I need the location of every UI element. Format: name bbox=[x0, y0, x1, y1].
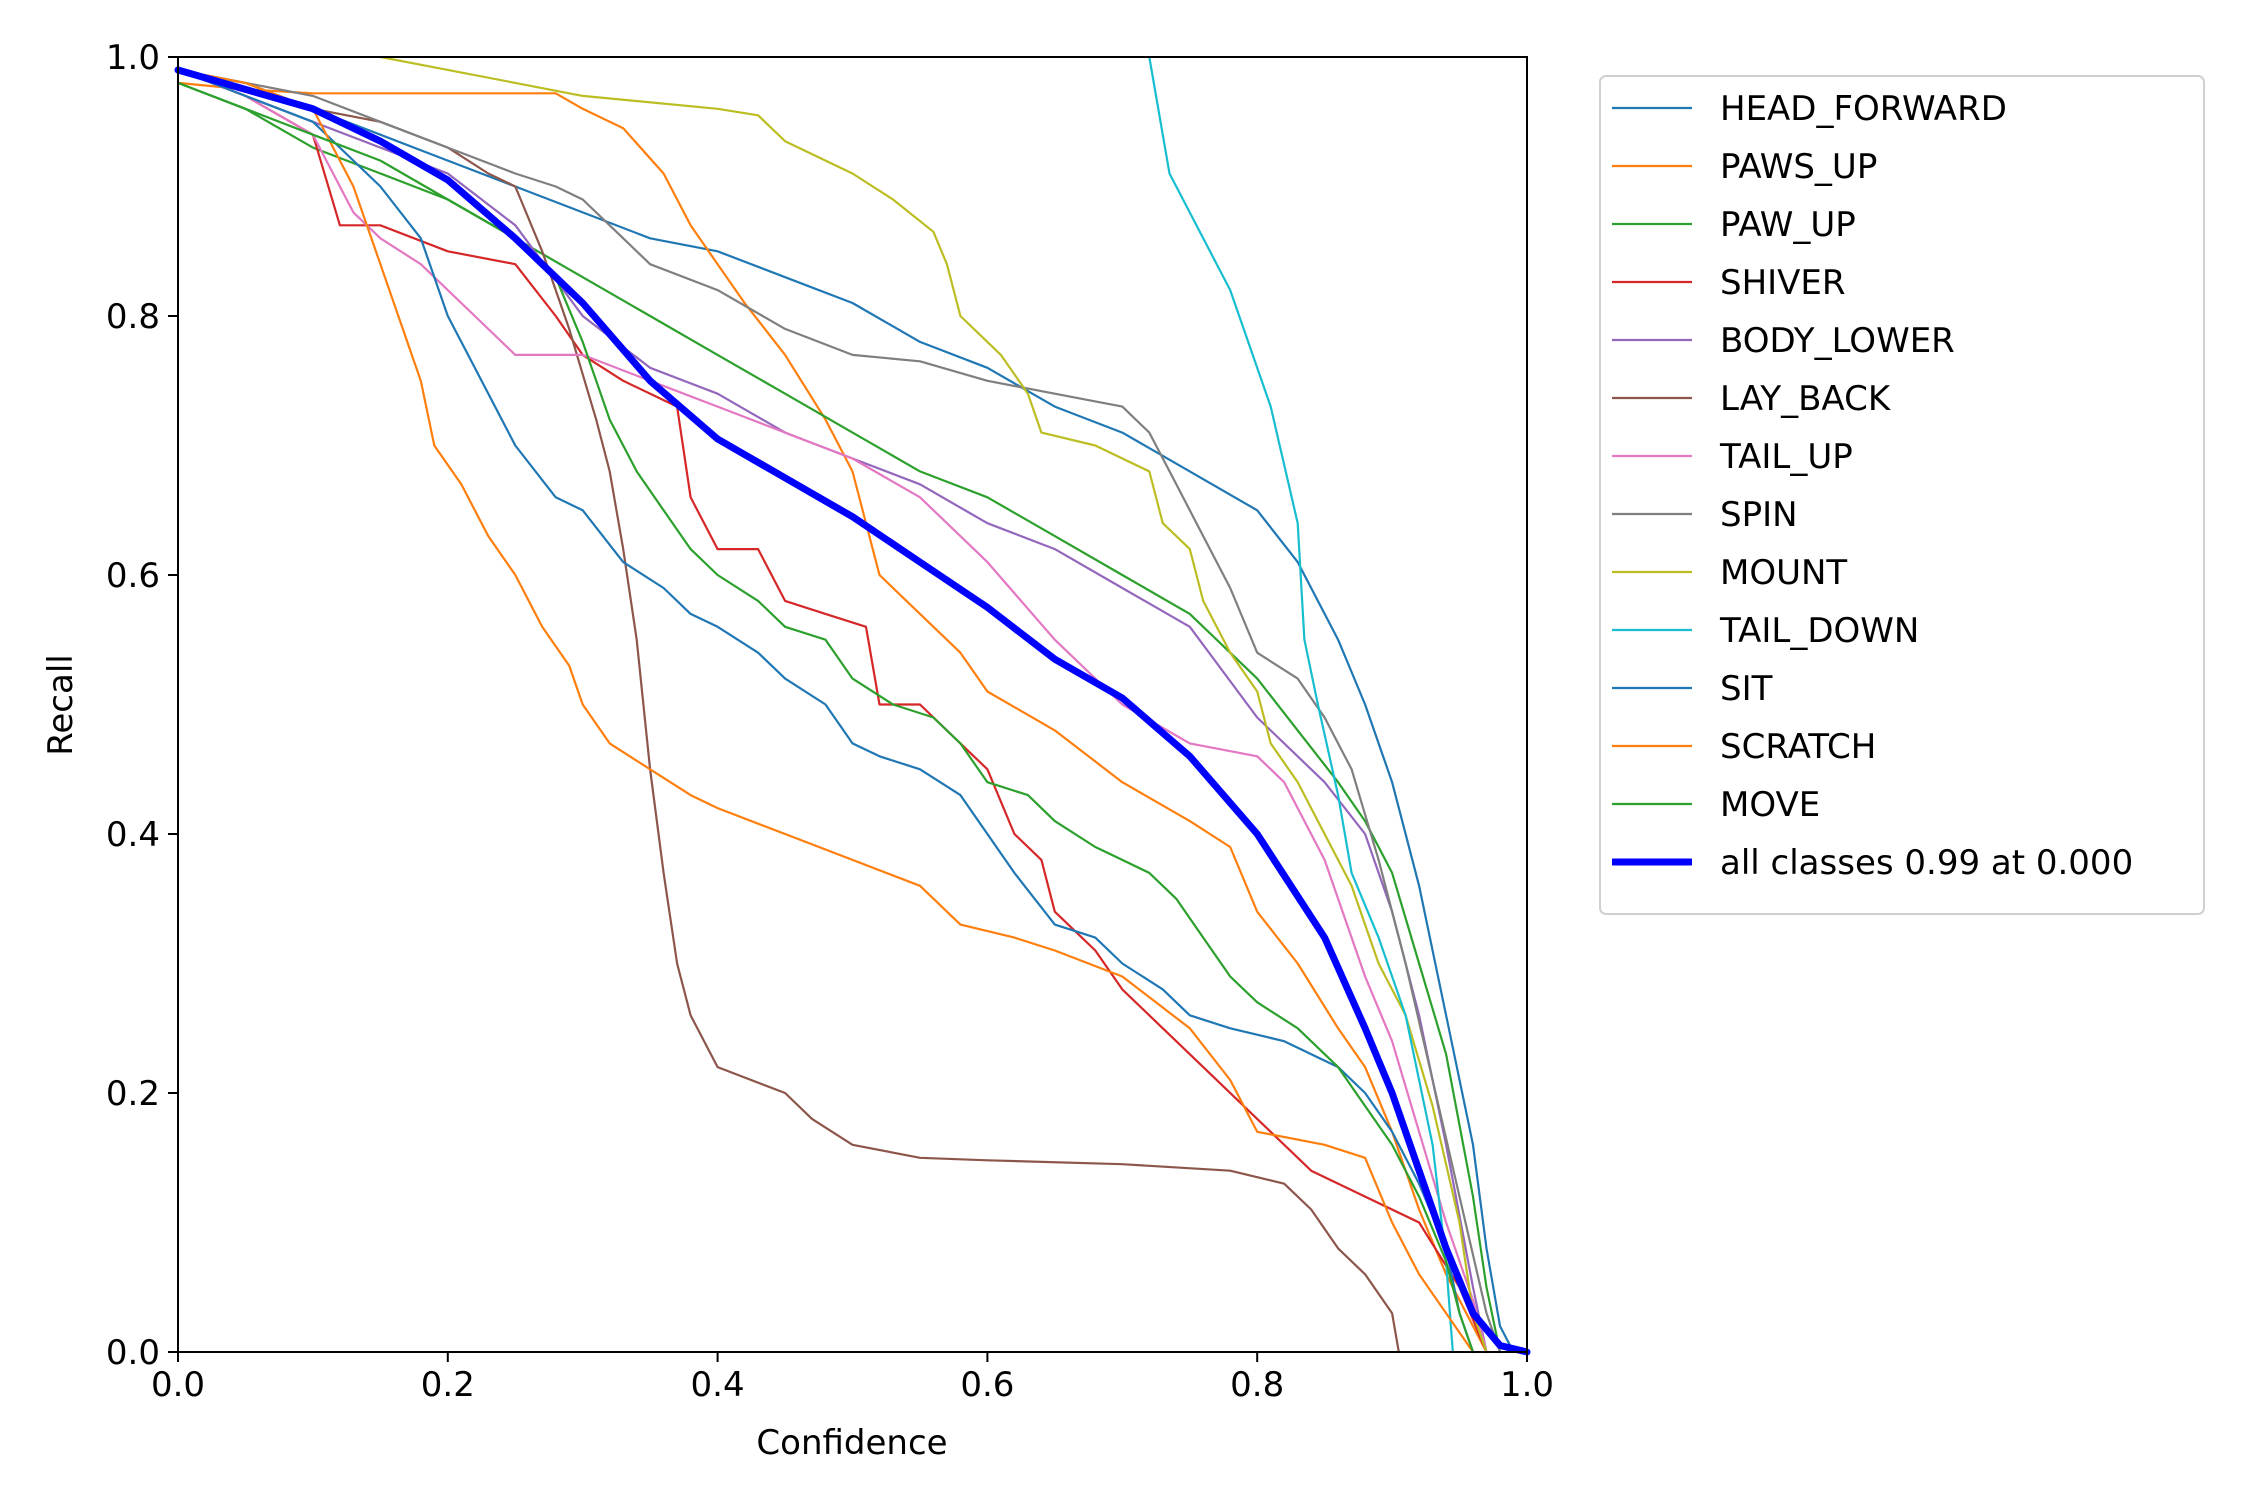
x-tick-label: 0.8 bbox=[1230, 1365, 1284, 1405]
legend-frame bbox=[1599, 75, 2205, 915]
series-line-head-forward bbox=[176, 68, 1515, 1354]
series-line-lay-back bbox=[176, 68, 1400, 1354]
legend-label-all-classes-0-99-at-0-000: all classes 0.99 at 0.000 bbox=[1720, 843, 2133, 883]
legend-label-tail-down: TAIL_DOWN bbox=[1719, 611, 1919, 651]
series-line-all-classes-0-99-at-0-000 bbox=[174, 66, 1531, 1356]
legend-label-body-lower: BODY_LOWER bbox=[1720, 321, 1955, 361]
y-tick-label: 1.0 bbox=[106, 38, 160, 78]
series-line-tail-down bbox=[1148, 55, 1454, 1354]
plot-frame bbox=[177, 56, 1528, 1353]
legend-label-mount: MOUNT bbox=[1720, 553, 1847, 593]
legend-label-paws-up: PAWS_UP bbox=[1720, 147, 1877, 187]
x-tick-label: 0.0 bbox=[151, 1365, 205, 1405]
series-line-paws-up bbox=[176, 81, 1488, 1354]
legend-label-paw-up: PAW_UP bbox=[1720, 205, 1856, 245]
x-tick-label: 0.2 bbox=[421, 1365, 475, 1405]
legend-label-move: MOVE bbox=[1720, 785, 1820, 825]
y-tick-label: 0.0 bbox=[106, 1333, 160, 1373]
y-tick-label: 0.8 bbox=[106, 297, 160, 337]
x-axis: 0.0 0.2 0.4 0.6 0.8 1.0 bbox=[151, 1352, 1554, 1405]
legend-label-sit: SIT bbox=[1720, 669, 1773, 709]
y-tick-label: 0.6 bbox=[106, 556, 160, 596]
x-axis-label: Confidence bbox=[756, 1423, 947, 1463]
y-axis-label: Recall bbox=[41, 654, 81, 755]
legend-label-lay-back: LAY_BACK bbox=[1720, 379, 1892, 419]
series-line-shiver bbox=[176, 68, 1488, 1354]
y-axis: 0.0 0.2 0.4 0.6 0.8 1.0 bbox=[106, 38, 178, 1373]
x-tick-label: 0.4 bbox=[691, 1365, 745, 1405]
legend-label-spin: SPIN bbox=[1720, 495, 1798, 535]
series-line-move bbox=[176, 81, 1475, 1354]
legend-label-tail-up: TAIL_UP bbox=[1719, 437, 1853, 477]
legend: HEAD_FORWARD PAWS_UP PAW_UP SHIVER BODY_LOWE… bbox=[1599, 75, 2205, 915]
series-layer bbox=[174, 55, 1531, 1356]
y-tick-label: 0.4 bbox=[106, 815, 160, 855]
series-line-scratch bbox=[176, 68, 1475, 1354]
y-tick-label: 0.2 bbox=[106, 1074, 160, 1114]
x-tick-label: 0.6 bbox=[960, 1365, 1014, 1405]
legend-label-head-forward: HEAD_FORWARD bbox=[1720, 89, 2007, 129]
legend-label-shiver: SHIVER bbox=[1720, 263, 1846, 303]
series-line-spin bbox=[176, 68, 1502, 1354]
legend-label-scratch: SCRATCH bbox=[1720, 727, 1876, 767]
series-line-tail-up bbox=[176, 68, 1488, 1354]
x-tick-label: 1.0 bbox=[1500, 1365, 1554, 1405]
series-line-mount bbox=[379, 55, 1488, 1354]
